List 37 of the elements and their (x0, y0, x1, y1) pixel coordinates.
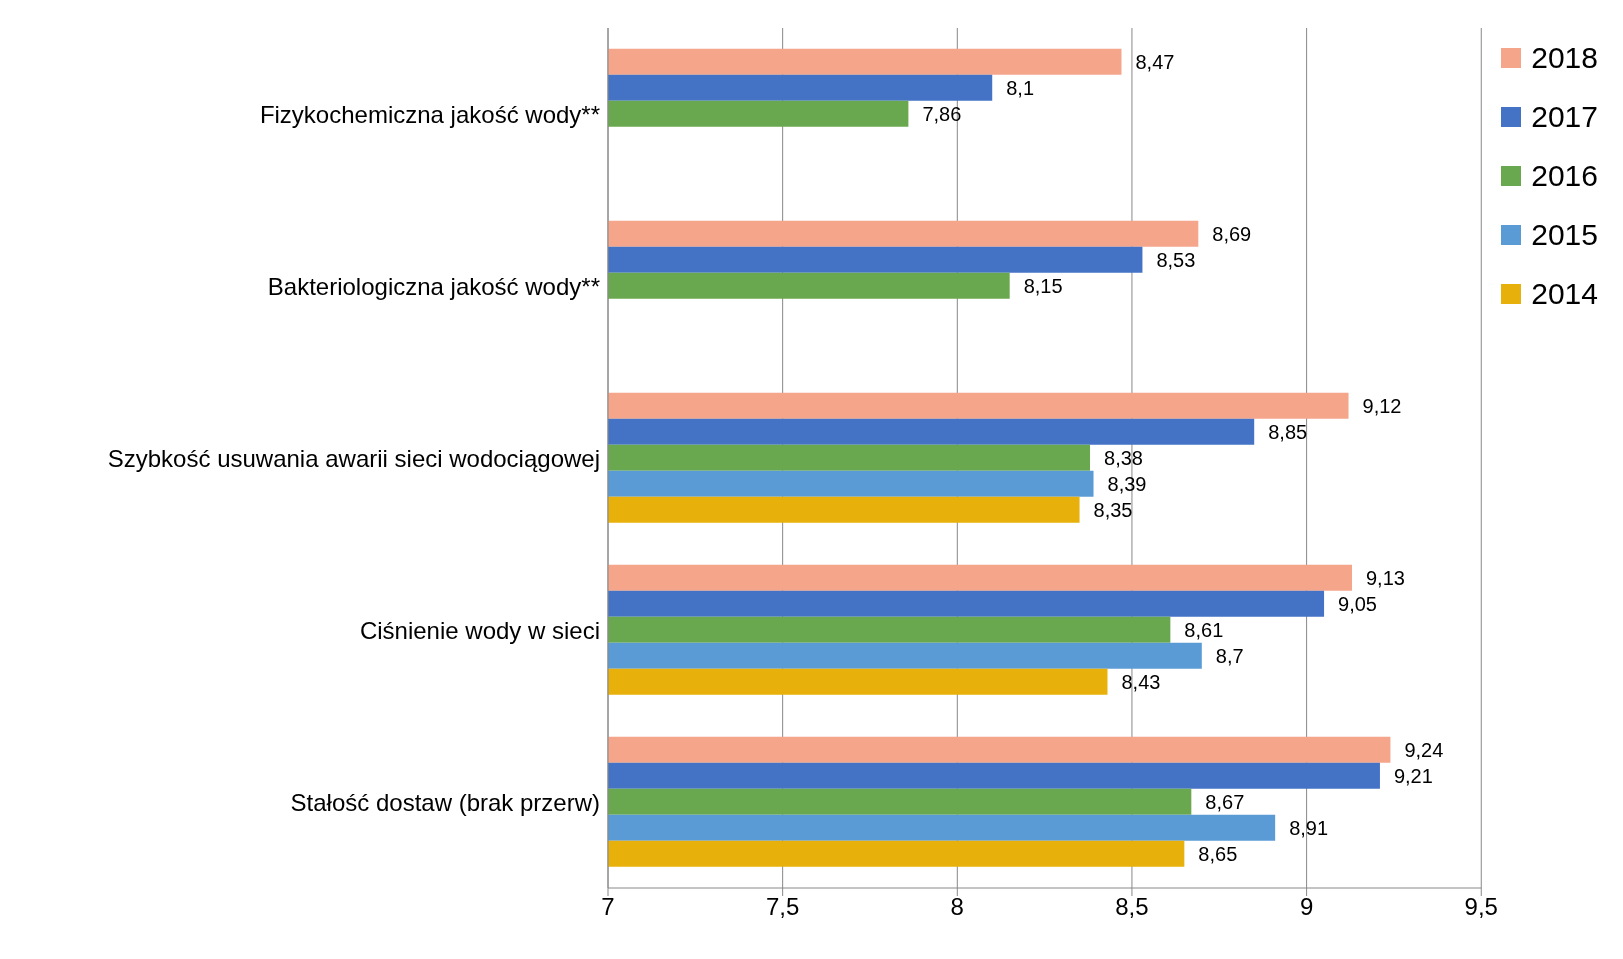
legend-label: 2018 (1531, 40, 1598, 75)
data-label: 8,67 (1205, 790, 1245, 813)
data-label: 8,15 (1023, 274, 1063, 297)
data-label: 8,43 (1121, 670, 1161, 693)
data-label: 9,21 (1393, 764, 1433, 787)
data-label: 7,86 (922, 102, 962, 125)
x-tick-label: 7,5 (765, 893, 800, 921)
data-label: 8,53 (1156, 248, 1196, 271)
data-label: 8,35 (1093, 498, 1133, 521)
data-label: 8,39 (1107, 472, 1147, 495)
legend-label: 2015 (1531, 217, 1598, 252)
data-label: 8,65 (1198, 842, 1238, 865)
data-label: 8,85 (1268, 420, 1308, 443)
data-label: 9,12 (1362, 394, 1402, 417)
x-tick-label: 9,5 (1464, 893, 1498, 921)
data-label: 8,47 (1135, 50, 1175, 73)
y-tick-label: Stałość dostaw (brak przerw) (290, 788, 600, 816)
data-label: 8,69 (1212, 222, 1252, 245)
legend-label: 2014 (1531, 276, 1598, 311)
data-label: 8,91 (1289, 816, 1329, 839)
data-label: 8,1 (1006, 76, 1035, 99)
data-label: 9,05 (1338, 592, 1377, 615)
data-label: 8,61 (1184, 618, 1224, 641)
x-tick-label: 8,5 (1115, 893, 1149, 921)
x-tick-label: 9 (1299, 893, 1314, 921)
y-tick-label: Bakteriologiczna jakość wody** (267, 272, 600, 300)
data-label: 8,38 (1104, 446, 1143, 469)
y-tick-label: Fizykochemiczna jakość wody** (259, 100, 600, 128)
legend-label: 2017 (1531, 99, 1598, 134)
y-tick-label: Ciśnienie wody w sieci (359, 616, 600, 644)
legend-label: 2016 (1531, 158, 1598, 193)
x-tick-label: 8 (950, 893, 964, 921)
y-tick-label: Szybkość usuwania awarii sieci wodociągowej (107, 444, 600, 472)
data-label: 9,13 (1366, 566, 1405, 589)
data-label: 9,24 (1404, 738, 1444, 761)
data-label: 8,7 (1215, 644, 1244, 667)
x-tick-label: 7 (601, 893, 615, 921)
